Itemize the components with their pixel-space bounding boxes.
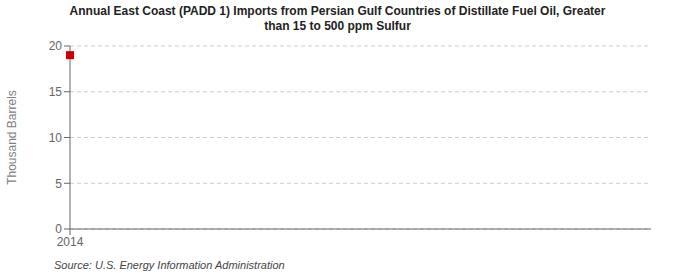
svg-text:Thousand Barrels: Thousand Barrels — [8, 90, 19, 185]
html-text:than 15 to 500 ppm Sulfur: than 15 to 500 ppm Sulfur — [264, 19, 411, 33]
html-text:Source: U.S. Energy Informatio: Source: U.S. Energy Information Administ… — [54, 259, 285, 271]
svg-text:0: 0 — [55, 222, 62, 236]
html-text:Annual East Coast (PADD 1) Imp: Annual East Coast (PADD 1) Imports from … — [69, 4, 606, 18]
svg-text:5: 5 — [55, 177, 62, 191]
svg-text:2014: 2014 — [57, 235, 84, 249]
svg-text:15: 15 — [49, 85, 63, 99]
svg-text:20: 20 — [49, 39, 63, 53]
svg-text:10: 10 — [49, 131, 63, 145]
